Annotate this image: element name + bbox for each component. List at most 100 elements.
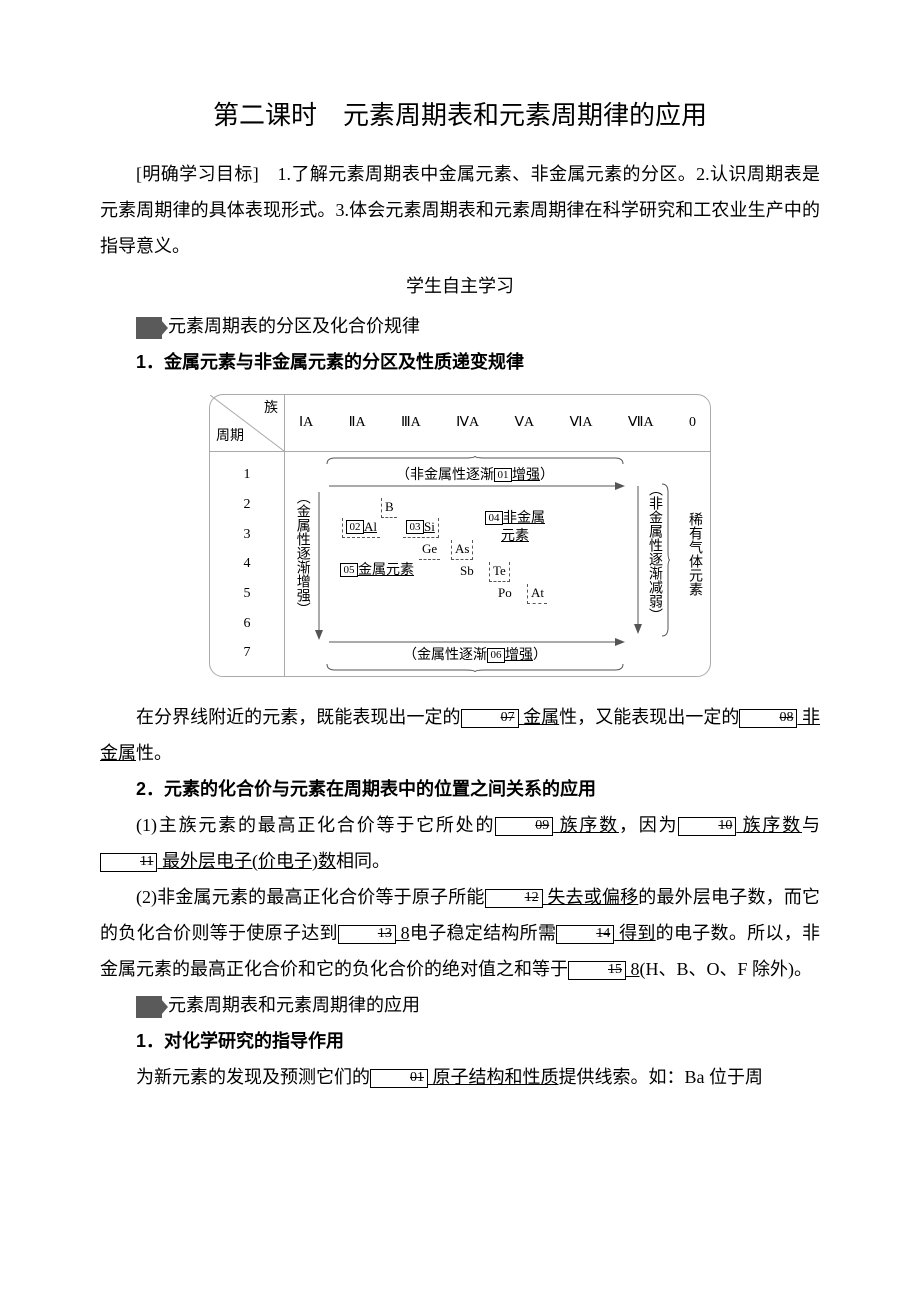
nonmetal-label-b: 元素 bbox=[501, 529, 529, 544]
top-trend-a: （非金属性逐渐 bbox=[396, 468, 494, 483]
para-2-2: (2)非金属元素的最高正化合价等于原子所能12 失去或偏移的最外层电子数，而它的… bbox=[100, 879, 820, 987]
cell-al: 02Al bbox=[342, 518, 380, 538]
blank-01: 01 bbox=[494, 468, 512, 482]
word-09: 族序数 bbox=[560, 815, 619, 835]
cell-as: As bbox=[451, 540, 473, 560]
cell-si: 03Si bbox=[403, 518, 439, 538]
top-trend-b: ） bbox=[540, 468, 554, 483]
section-1-title: 元素周期表的分区及化合价规律 bbox=[168, 316, 420, 336]
para-3: 为新元素的发现及预测它们的01 原子结构和性质提供线索。如：Ba 位于周 bbox=[100, 1059, 820, 1095]
group-7a: ⅦA bbox=[628, 413, 654, 433]
group-4a: ⅣA bbox=[456, 413, 479, 433]
section-2-row: 元素周期表和元素周期律的应用 bbox=[100, 987, 820, 1023]
word-13: 8 bbox=[401, 923, 410, 943]
heading-2: 2．元素的化合价与元素在周期表中的位置之间关系的应用 bbox=[100, 771, 820, 807]
period-6: 6 bbox=[244, 611, 251, 636]
para-2-1: (1)主族元素的最高正化合价等于它所处的09 族序数，因为10 族序数与11 最… bbox=[100, 807, 820, 879]
period-5: 5 bbox=[244, 581, 251, 606]
period-4: 4 bbox=[244, 551, 251, 576]
p22a: (2)非金属元素的最高正化合价等于原子所能 bbox=[136, 887, 485, 907]
blank-05: 05 bbox=[340, 563, 358, 577]
blank-14: 14 bbox=[556, 925, 614, 944]
bottom-trend-a: （金属性逐渐 bbox=[403, 648, 487, 663]
group-1a: ⅠA bbox=[299, 413, 313, 433]
p22c: 电子稳定结构所需 bbox=[410, 923, 557, 943]
self-study-heading: 学生自主学习 bbox=[100, 268, 820, 304]
cell-te: Te bbox=[489, 562, 510, 582]
blank-10: 10 bbox=[678, 817, 736, 836]
heading-1: 1．金属元素与非金属元素的分区及性质递变规律 bbox=[100, 344, 820, 380]
blank-s01: 01 bbox=[370, 1069, 428, 1088]
word-11: 最外层电子(价电子)数 bbox=[162, 851, 336, 871]
periodic-zoning-diagram: 族 周期 ⅠA ⅡA ⅢA ⅣA ⅤA ⅥA ⅦA 0 1 2 3 4 5 6 bbox=[209, 394, 711, 677]
boundary-a: 在分界线附近的元素，既能表现出一定的 bbox=[136, 707, 461, 727]
nonmetal-region-label: 04非金属 元素 bbox=[485, 510, 545, 546]
p3a: 为新元素的发现及预测它们的 bbox=[136, 1067, 370, 1087]
objectives-label: [明确学习目标] bbox=[136, 164, 259, 184]
word-10: 族序数 bbox=[743, 815, 802, 835]
corner-period-label: 周期 bbox=[216, 427, 244, 447]
cell-po: Po bbox=[495, 584, 515, 603]
blank-09: 09 bbox=[495, 817, 553, 836]
word-12: 失去或偏移 bbox=[547, 887, 638, 907]
left-vertical-text: （金属性逐渐增强） bbox=[293, 490, 310, 616]
arrow-marker-icon bbox=[136, 317, 162, 339]
p22e: (H、B、O、F 除外)。 bbox=[640, 959, 813, 979]
top-trend: （非金属性逐渐01增强） bbox=[325, 456, 625, 490]
group-6a: ⅥA bbox=[569, 413, 592, 433]
right-down-arrow-icon bbox=[634, 484, 642, 634]
objectives-paragraph: [明确学习目标] 1.了解元素周期表中金属元素、非金属元素的分区。2.认识周期表… bbox=[100, 156, 820, 264]
boundary-b: 性，又能表现出一定的 bbox=[559, 707, 739, 727]
blank-12: 12 bbox=[485, 889, 543, 908]
cell-si-text: Si bbox=[424, 519, 435, 534]
period-2: 2 bbox=[244, 492, 251, 517]
group-labels-row: ⅠA ⅡA ⅢA ⅣA ⅤA ⅥA ⅦA 0 bbox=[285, 395, 710, 451]
bottom-trend: （金属性逐渐06增强） bbox=[325, 638, 625, 672]
section-1-row: 元素周期表的分区及化合价规律 bbox=[100, 308, 820, 344]
period-labels-col: 1 2 3 4 5 6 7 bbox=[210, 452, 285, 676]
blank-15: 15 bbox=[568, 961, 626, 980]
word-07: 金属 bbox=[523, 707, 559, 727]
bottom-trend-b: ） bbox=[533, 648, 547, 663]
blank-08: 08 bbox=[739, 709, 797, 728]
cell-ge: Ge bbox=[419, 540, 440, 560]
p21b: ，因为 bbox=[619, 815, 678, 835]
diagram-corner: 族 周期 bbox=[210, 395, 285, 451]
boundary-paragraph: 在分界线附近的元素，既能表现出一定的07 金属性，又能表现出一定的08 非金属性… bbox=[100, 699, 820, 771]
nonmetal-label-a: 非金属 bbox=[503, 511, 545, 526]
period-7: 7 bbox=[244, 640, 251, 665]
boundary-c: 性。 bbox=[136, 743, 172, 763]
metal-label: 金属元素 bbox=[358, 563, 414, 578]
period-1: 1 bbox=[244, 462, 251, 487]
page: 第二课时 元素周期表和元素周期律的应用 [明确学习目标] 1.了解元素周期表中金… bbox=[0, 0, 920, 1302]
page-title: 第二课时 元素周期表和元素周期律的应用 bbox=[100, 90, 820, 142]
cell-at: At bbox=[527, 584, 547, 604]
diagram-body: 1 2 3 4 5 6 7 （非金属性逐渐01增强） bbox=[210, 452, 710, 676]
cell-al-text: Al bbox=[364, 519, 377, 534]
cell-b: B bbox=[381, 498, 397, 518]
right-vertical-text-2: 稀有气体元素 bbox=[685, 512, 702, 596]
blank-11: 11 bbox=[100, 853, 157, 872]
heading-3: 1．对化学研究的指导作用 bbox=[100, 1023, 820, 1059]
group-0: 0 bbox=[689, 413, 696, 433]
bottom-trend-word: 增强 bbox=[505, 648, 533, 663]
group-2a: ⅡA bbox=[349, 413, 366, 433]
section-2-title: 元素周期表和元素周期律的应用 bbox=[168, 995, 420, 1015]
right-brace-icon bbox=[660, 482, 670, 638]
word-s01: 原子结构和性质 bbox=[433, 1067, 559, 1087]
cell-sb: Sb bbox=[457, 562, 477, 581]
diagram-main: （非金属性逐渐01增强） （金属性逐渐增强） （非金属性逐渐减弱） bbox=[285, 452, 710, 676]
diagram-header: 族 周期 ⅠA ⅡA ⅢA ⅣA ⅤA ⅥA ⅦA 0 bbox=[210, 395, 710, 452]
blank-03: 03 bbox=[406, 520, 424, 534]
word-15: 8 bbox=[631, 959, 640, 979]
blank-04: 04 bbox=[485, 511, 503, 525]
group-3a: ⅢA bbox=[401, 413, 421, 433]
blank-07: 07 bbox=[461, 709, 519, 728]
blank-06: 06 bbox=[487, 648, 505, 662]
metal-region-label: 05金属元素 bbox=[340, 562, 414, 580]
p21a: (1)主族元素的最高正化合价等于它所处的 bbox=[136, 815, 495, 835]
arrow-marker-icon-2 bbox=[136, 996, 162, 1018]
bottom-arrow-icon bbox=[325, 638, 625, 646]
top-brace-icon bbox=[325, 456, 625, 466]
group-5a: ⅤA bbox=[514, 413, 534, 433]
